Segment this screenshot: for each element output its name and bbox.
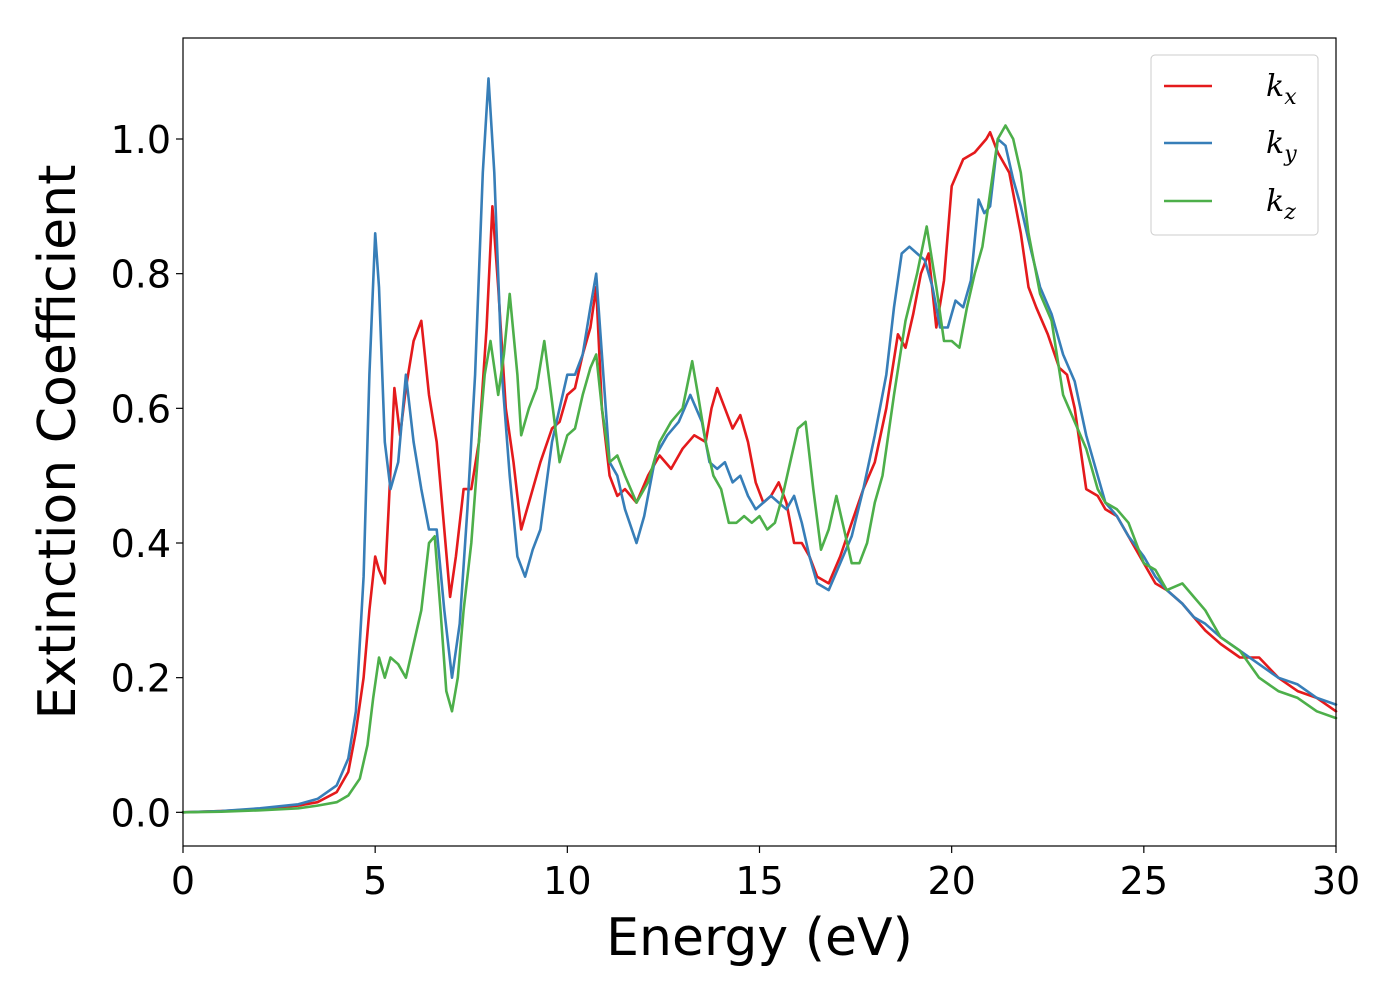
x-axis-label: Energy (eV) — [606, 908, 913, 968]
y-tick-label: 0.6 — [111, 387, 171, 431]
y-axis-label: Extinction Coefficient — [28, 165, 88, 720]
legend-subscript: y — [1283, 142, 1297, 167]
legend-subscript: x — [1284, 85, 1297, 110]
y-tick-label: 0.8 — [111, 253, 171, 297]
legend-subscript: z — [1283, 200, 1296, 225]
series-line-kz — [181, 124, 1338, 814]
legend-box — [1150, 54, 1319, 236]
series-line-ky — [181, 77, 1338, 814]
x-tick-label: 15 — [735, 859, 783, 903]
y-axis-ticks: 0.0 0.2 0.4 0.6 0.8 1.0 — [111, 118, 183, 835]
y-tick-label: 0.2 — [111, 657, 171, 701]
x-tick-label: 25 — [1120, 859, 1168, 903]
x-tick-label: 20 — [927, 859, 975, 903]
x-tick-label: 30 — [1312, 859, 1360, 903]
y-tick-label: 0.0 — [111, 791, 171, 835]
x-tick-label: 0 — [171, 859, 195, 903]
series-line-kx — [181, 131, 1338, 814]
x-tick-label: 5 — [363, 859, 387, 903]
x-axis-ticks: 0 5 10 15 20 25 30 — [171, 846, 1360, 903]
y-tick-label: 1.0 — [111, 118, 171, 162]
y-tick-label: 0.4 — [111, 522, 171, 566]
series-layer — [181, 77, 1338, 814]
x-tick-label: 10 — [543, 859, 591, 903]
